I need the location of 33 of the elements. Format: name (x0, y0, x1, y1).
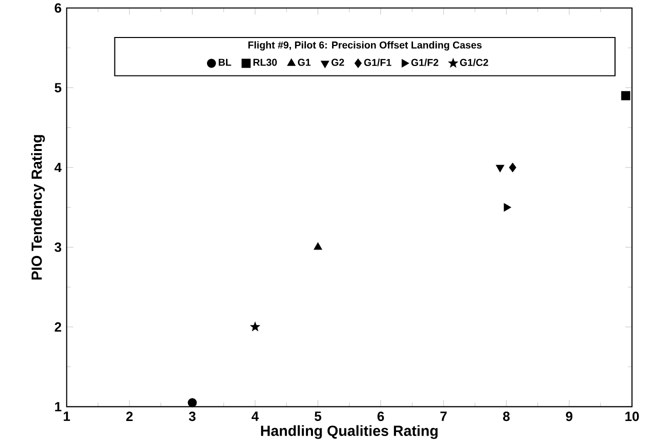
x-tick-label: 5 (314, 412, 322, 421)
x-tick-label: 6 (378, 412, 384, 422)
y-axis-title: PIO Tendency Rating (31, 135, 45, 280)
legend-label: RL30 (253, 58, 277, 66)
x-tick-label: 4 (252, 412, 259, 421)
y-tick-label: 2 (54, 322, 62, 332)
y-tick-label: 5 (54, 83, 62, 92)
x-axis-title: Handling Qualities Rating (261, 425, 438, 439)
y-tick-label: 6 (54, 3, 62, 13)
x-tick-label: 7 (440, 412, 447, 421)
y-tick-label: 4 (54, 162, 62, 172)
x-tick-label: 9 (566, 412, 572, 422)
legend-label: G1 (298, 58, 311, 66)
x-tick-label: 1 (64, 412, 70, 421)
y-tick-label: 1 (55, 402, 62, 412)
x-tick-label: 10 (625, 412, 639, 422)
point (621, 91, 630, 100)
x-tick-label: 3 (188, 412, 196, 422)
point (504, 203, 511, 212)
point (496, 164, 504, 172)
legend-label: G1/F1 (364, 58, 392, 66)
x-tick-label: 2 (126, 412, 133, 421)
x-tick-label: 8 (503, 412, 510, 422)
point (188, 398, 197, 408)
legend-title: Flight #9, Pilot 6: Precision Offset Landing Cases (248, 41, 482, 51)
point (314, 242, 322, 250)
legend-label: BL (218, 58, 232, 66)
point (509, 162, 516, 172)
legend-label: G1/F2 (411, 58, 438, 66)
legend-label: G1/C2 (460, 58, 488, 66)
y-tick-label: 3 (54, 242, 62, 252)
legend-label: G2 (332, 58, 344, 66)
point (250, 322, 260, 331)
